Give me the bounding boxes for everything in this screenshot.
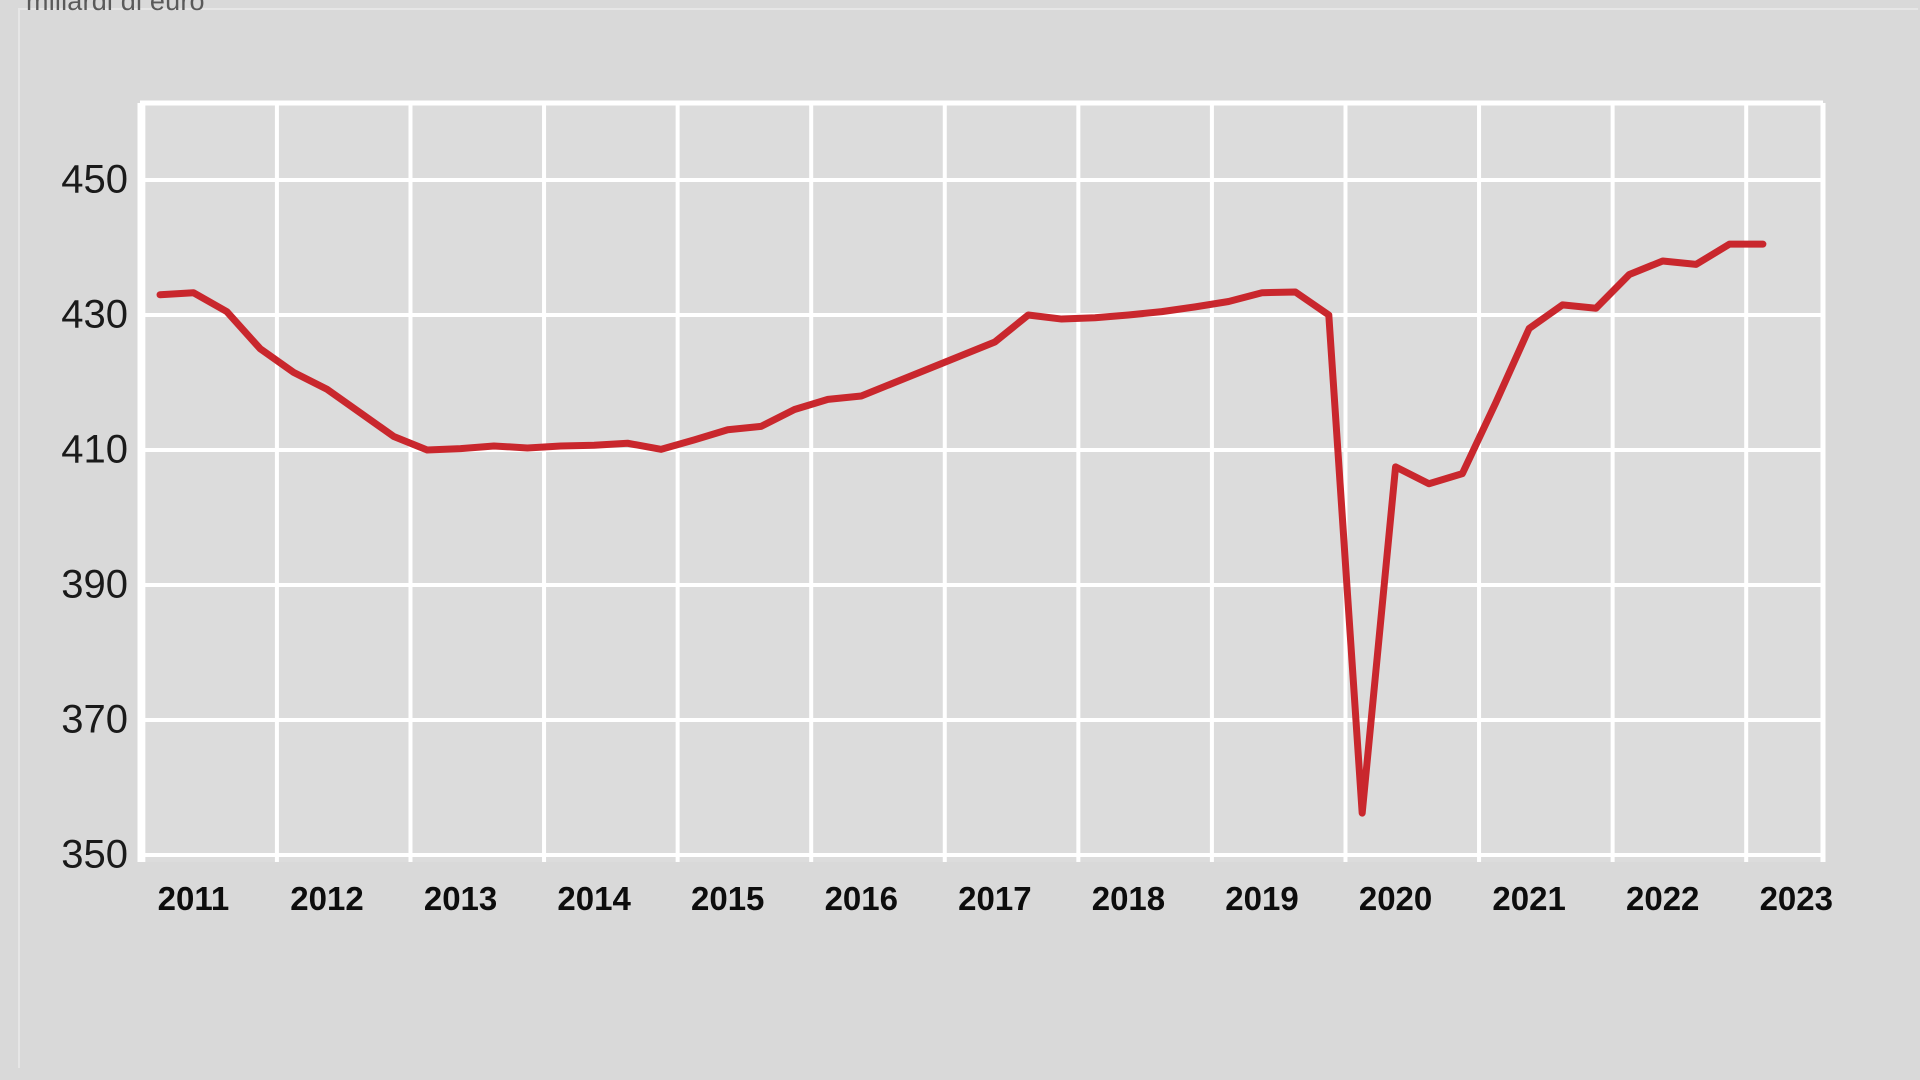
- vertical-gridlines: [137, 100, 1826, 862]
- y-tick-label: 350: [61, 832, 128, 877]
- y-tick-label: 410: [61, 427, 128, 472]
- x-tick-label: 2018: [1091, 880, 1166, 917]
- axis-unit-title: miliardi di euro: [26, 0, 205, 16]
- x-tick-label: 2012: [290, 880, 364, 917]
- x-tick-label: 2019: [1225, 880, 1299, 917]
- series-line: [156, 240, 1767, 817]
- x-tick-label: 2017: [958, 880, 1032, 917]
- data-series-group: [156, 240, 1767, 817]
- y-tick-label: 390: [61, 562, 128, 607]
- y-tick-label: 370: [61, 697, 128, 742]
- x-tick-label: 2023: [1759, 880, 1833, 917]
- x-tick-label: 2015: [690, 880, 765, 917]
- y-tick-label: 450: [61, 157, 128, 202]
- x-tick-label: 2011: [157, 880, 230, 917]
- plot-background: [140, 103, 1823, 862]
- x-tick-label: 2021: [1492, 880, 1566, 917]
- y-tick-label: 430: [61, 292, 128, 337]
- x-tick-label: 2013: [423, 880, 498, 917]
- x-tick-label: 2020: [1358, 880, 1433, 917]
- x-tick-label: 2022: [1625, 880, 1700, 917]
- x-tick-label: 2016: [824, 880, 898, 917]
- x-tick-label: 2014: [557, 880, 631, 917]
